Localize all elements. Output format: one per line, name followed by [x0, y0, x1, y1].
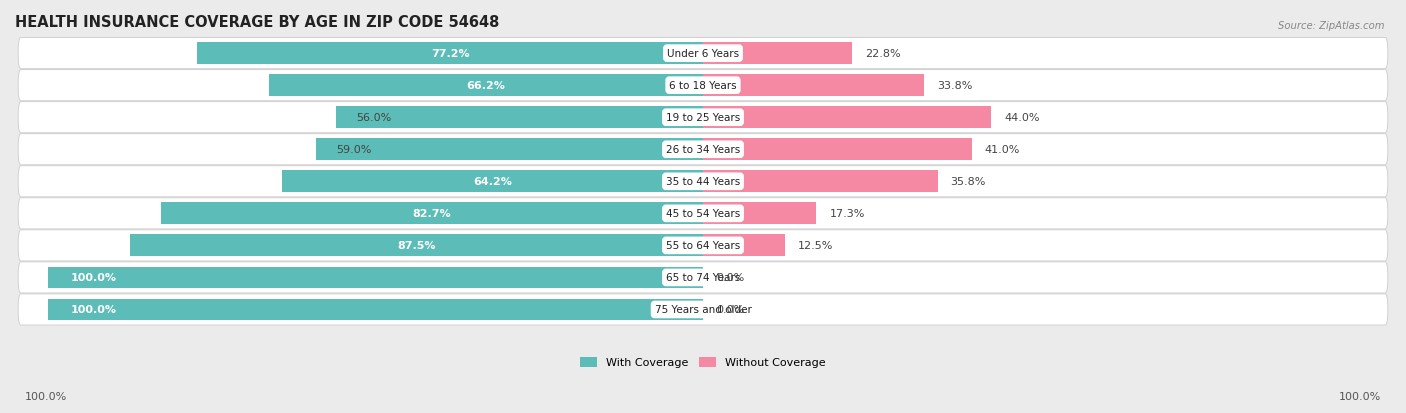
FancyBboxPatch shape [18, 71, 1388, 102]
Bar [703, 235, 785, 256]
FancyBboxPatch shape [18, 134, 1388, 165]
Text: 0.0%: 0.0% [716, 305, 744, 315]
Text: 12.5%: 12.5% [799, 241, 834, 251]
Bar [162, 203, 703, 225]
Text: 100.0%: 100.0% [25, 391, 67, 401]
Text: 55 to 64 Years: 55 to 64 Years [666, 241, 740, 251]
Bar [703, 43, 852, 65]
FancyBboxPatch shape [18, 38, 1388, 69]
Bar [703, 75, 925, 97]
Text: 100.0%: 100.0% [1339, 391, 1381, 401]
Text: 17.3%: 17.3% [830, 209, 865, 219]
FancyBboxPatch shape [18, 198, 1388, 229]
Text: 26 to 34 Years: 26 to 34 Years [666, 145, 740, 155]
Text: 44.0%: 44.0% [1004, 113, 1040, 123]
Bar [703, 203, 817, 225]
Bar [336, 107, 703, 129]
Text: 56.0%: 56.0% [356, 113, 391, 123]
Bar [703, 171, 938, 193]
Bar [197, 43, 703, 65]
Bar [129, 235, 703, 256]
Text: Under 6 Years: Under 6 Years [666, 49, 740, 59]
Text: 87.5%: 87.5% [396, 241, 436, 251]
Text: 100.0%: 100.0% [70, 305, 117, 315]
Text: 41.0%: 41.0% [984, 145, 1021, 155]
Text: 6 to 18 Years: 6 to 18 Years [669, 81, 737, 91]
Bar [316, 139, 703, 161]
Text: 33.8%: 33.8% [938, 81, 973, 91]
FancyBboxPatch shape [18, 166, 1388, 197]
Bar [283, 171, 703, 193]
Text: HEALTH INSURANCE COVERAGE BY AGE IN ZIP CODE 54648: HEALTH INSURANCE COVERAGE BY AGE IN ZIP … [15, 15, 499, 30]
Bar [703, 139, 972, 161]
FancyBboxPatch shape [18, 294, 1388, 325]
Bar [703, 107, 991, 129]
Legend: With Coverage, Without Coverage: With Coverage, Without Coverage [576, 352, 830, 372]
Bar [269, 75, 703, 97]
Text: 22.8%: 22.8% [866, 49, 901, 59]
Text: 65 to 74 Years: 65 to 74 Years [666, 273, 740, 283]
Text: 0.0%: 0.0% [716, 273, 744, 283]
Text: 66.2%: 66.2% [467, 81, 506, 91]
Text: 64.2%: 64.2% [474, 177, 512, 187]
Text: 59.0%: 59.0% [336, 145, 371, 155]
Text: 77.2%: 77.2% [430, 49, 470, 59]
FancyBboxPatch shape [18, 102, 1388, 133]
Text: 75 Years and older: 75 Years and older [655, 305, 751, 315]
Text: 100.0%: 100.0% [70, 273, 117, 283]
Text: Source: ZipAtlas.com: Source: ZipAtlas.com [1278, 21, 1385, 31]
FancyBboxPatch shape [18, 230, 1388, 261]
Text: 19 to 25 Years: 19 to 25 Years [666, 113, 740, 123]
Text: 35.8%: 35.8% [950, 177, 986, 187]
Text: 45 to 54 Years: 45 to 54 Years [666, 209, 740, 219]
Text: 35 to 44 Years: 35 to 44 Years [666, 177, 740, 187]
Bar [48, 267, 703, 289]
Bar [48, 299, 703, 320]
FancyBboxPatch shape [18, 262, 1388, 293]
Text: 82.7%: 82.7% [413, 209, 451, 219]
